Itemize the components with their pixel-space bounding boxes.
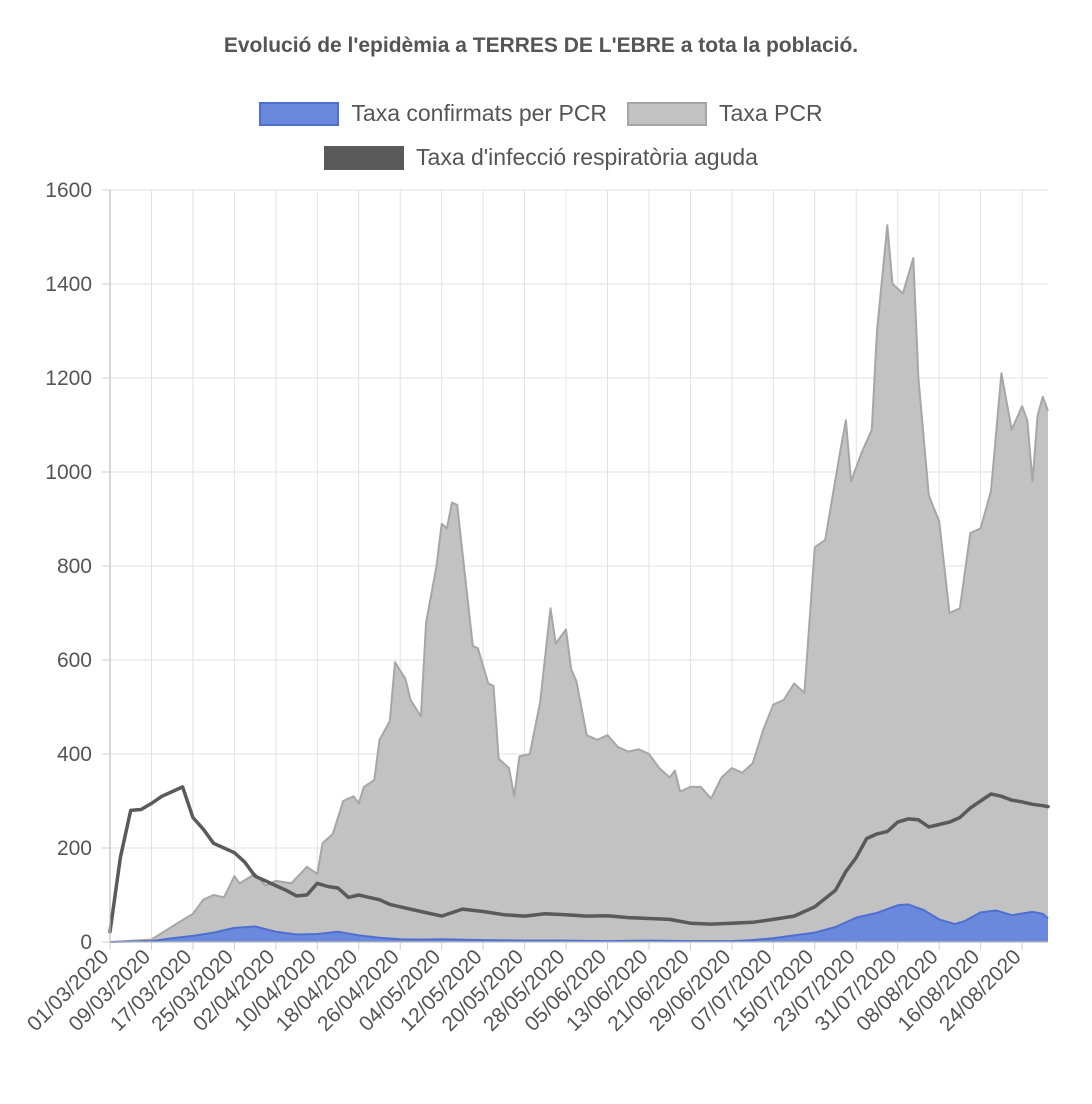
y-tick-label: 800 [57,555,92,578]
legend-item-pcr[interactable]: Taxa PCR [627,100,823,127]
y-tick-label: 1400 [45,273,92,296]
legend-item-ira[interactable]: Taxa d'infecció respiratòria aguda [324,144,758,171]
legend-row-1: Taxa confirmats per PCR Taxa PCR [0,100,1082,127]
y-tick-label: 1000 [45,461,92,484]
series-border-confirmats [109,903,1049,943]
series-line-ira [108,785,1050,934]
chart-title: Evolució de l'epidèmia a TERRES DE L'EBR… [223,34,859,57]
legend-swatch-confirmats [259,101,340,126]
series-area-pcr [110,225,1048,943]
legend-swatch-pcr [627,101,708,126]
y-tick-label: 1600 [45,179,92,202]
legend-label-pcr: Taxa PCR [719,100,823,126]
y-tick-label: 200 [57,837,92,860]
legend-label-confirmats: Taxa confirmats per PCR [351,100,608,126]
y-tick-label: 1200 [45,367,92,390]
series-area-confirmats [110,904,1048,942]
series-border-pcr [109,224,1049,943]
y-tick-label: 0 [80,931,92,954]
legend-item-confirmats[interactable]: Taxa confirmats per PCR [259,100,607,127]
legend-label-ira: Taxa d'infecció respiratòria aguda [416,144,758,170]
y-tick-label: 600 [57,649,92,672]
chart-series [108,224,1050,943]
legend-swatch-ira [324,145,405,170]
y-tick-label: 400 [57,743,92,766]
legend-row-2: Taxa d'infecció respiratòria aguda [0,144,1082,171]
